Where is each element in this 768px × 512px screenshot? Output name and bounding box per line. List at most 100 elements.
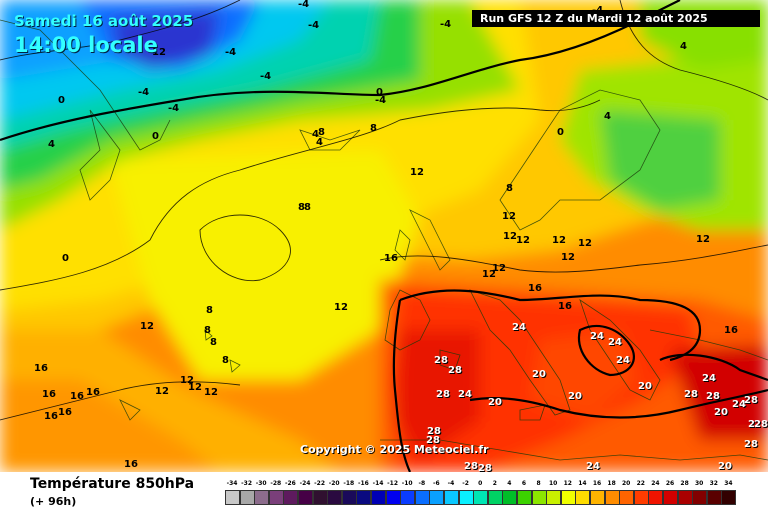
isotherm-label: 24 — [458, 389, 472, 400]
isotherm-label: 28 — [684, 389, 698, 400]
isotherm-label: 24 — [608, 337, 622, 348]
coastlines — [0, 19, 768, 461]
legend-tick-label: 16 — [592, 480, 602, 487]
isotherm-label: 4 — [680, 41, 687, 52]
legend-tick-label: 32 — [709, 480, 718, 487]
legend-color-swatch — [254, 490, 270, 505]
legend-tick-label: -16 — [357, 480, 369, 487]
legend-tick-label: -10 — [401, 480, 413, 487]
forecast-local-time: 14:00 locale — [14, 33, 158, 57]
legend-color-swatch — [356, 490, 372, 505]
isotherm-label: 12 — [578, 238, 592, 249]
isotherm-label: 16 — [44, 411, 58, 422]
legend-tick-label: 2 — [492, 480, 497, 487]
isotherm-label: -4 — [440, 19, 452, 30]
isotherm-label: 16 — [558, 301, 572, 312]
legend-tick-label: 28 — [680, 480, 689, 487]
isotherm-label: 24 — [590, 331, 604, 342]
isotherm-label: 28 — [706, 391, 720, 402]
map-canvas — [0, 0, 768, 472]
legend-tick-label: 6 — [521, 480, 527, 487]
legend-tick-label: -20 — [328, 480, 340, 487]
legend-color-swatch — [327, 490, 343, 505]
legend-tick-label: -34 — [226, 480, 238, 487]
legend-color-swatch — [225, 490, 240, 505]
isotherm-label: 8 — [506, 183, 513, 194]
legend-tick-label: -12 — [387, 480, 399, 487]
isotherm-label: 12 — [502, 211, 516, 222]
isotherm-label: 12 — [155, 386, 169, 397]
legend-tick-label: -24 — [299, 480, 311, 487]
isotherm-label: 24 — [586, 461, 600, 472]
isotherm-label: 16 — [34, 363, 48, 374]
isotherm-label: 8 — [298, 202, 305, 213]
legend-color-swatch — [487, 490, 503, 505]
legend-tick-label: 26 — [665, 480, 675, 487]
legend-color-swatch — [648, 490, 664, 505]
legend-color-swatch — [239, 490, 255, 505]
isotherm-label: 12 — [492, 263, 506, 274]
legend-color-swatch — [560, 490, 576, 505]
legend-tick-label: 8 — [536, 480, 541, 487]
legend-color-swatch — [385, 490, 401, 505]
isotherm-label: -4 — [168, 103, 180, 114]
legend-color-swatch — [663, 490, 678, 505]
isotherm-label: 0 — [557, 127, 564, 138]
isotherm-label: 28 — [478, 463, 492, 473]
temperature-map: -4 -4 -4 -4 -4 -4 -4 -4 -4 4 4 4 4 4 0 0… — [0, 0, 768, 472]
model-run-banner: Run GFS 12 Z du Mardi 12 août 2025 — [472, 10, 760, 27]
legend-color-swatch — [531, 490, 547, 505]
legend-tick-label: 12 — [563, 480, 572, 487]
legend-color-swatch — [590, 490, 605, 505]
isotherm-label: -4 — [308, 20, 320, 31]
legend-tick-label: -26 — [284, 480, 296, 487]
legend-color-swatch — [283, 490, 299, 505]
legend-color-swatch — [575, 490, 591, 505]
legend-tick-label: -28 — [270, 480, 282, 487]
legend-tick-label: -18 — [343, 480, 355, 487]
forecast-lead-time: (+ 96h) — [30, 495, 77, 508]
isotherm-label: 4 — [48, 139, 55, 150]
isotherm-label: 16 — [70, 391, 84, 402]
legend-tick-label: 18 — [607, 480, 616, 487]
isotherm-label: 16 — [86, 387, 100, 398]
isotherm-label: 12 — [503, 231, 517, 242]
isotherm-label: 12 — [140, 321, 154, 332]
isotherm-label: 28 — [427, 426, 441, 437]
isotherm-label: 20 — [718, 461, 732, 472]
legend-tick-label: 20 — [622, 480, 631, 487]
isotherm-label: 20 — [532, 369, 546, 380]
isotherm-label: 24 — [702, 373, 716, 384]
legend-tick-label: 10 — [549, 480, 558, 487]
isotherm-label: 12 — [334, 302, 348, 313]
legend-color-swatch — [517, 490, 532, 505]
isotherm-label: 12 — [188, 382, 202, 393]
legend-color-swatch — [312, 490, 328, 505]
isotherm-label: 12 — [516, 235, 530, 246]
isotherm-label: 16 — [724, 325, 738, 336]
isotherm-label: 12 — [552, 235, 566, 246]
isotherm-label: 16 — [384, 253, 398, 264]
isotherm-label: 8 — [206, 305, 213, 316]
legend-tick-label: -6 — [433, 480, 440, 487]
legend-tick-label: -4 — [447, 480, 455, 487]
legend-color-swatch — [341, 490, 357, 505]
isotherm-label: 0 — [376, 87, 383, 98]
isotherm-label: 8 — [222, 355, 229, 366]
isotherm-label: 4 — [316, 137, 323, 148]
isotherm-label: 12 — [152, 47, 166, 58]
legend-color-swatch — [546, 490, 562, 505]
legend-tick-label: -22 — [314, 480, 326, 487]
isotherm-label: 28 — [464, 461, 478, 472]
isotherm-label: -4 — [260, 71, 272, 82]
legend-tick-label: 30 — [695, 480, 704, 487]
copyright-notice: Copyright © 2025 Meteociel.fr — [300, 443, 489, 456]
isotherm-label: 12 — [696, 234, 710, 245]
isotherm-label: 12 — [482, 269, 496, 280]
isotherm-label: -4 — [375, 95, 387, 106]
legend-tick-label: 34 — [724, 480, 733, 487]
isotherm-label: 28 — [434, 355, 448, 366]
isotherm-label: 20 — [488, 397, 502, 408]
isotherm-label: 16 — [528, 283, 542, 294]
